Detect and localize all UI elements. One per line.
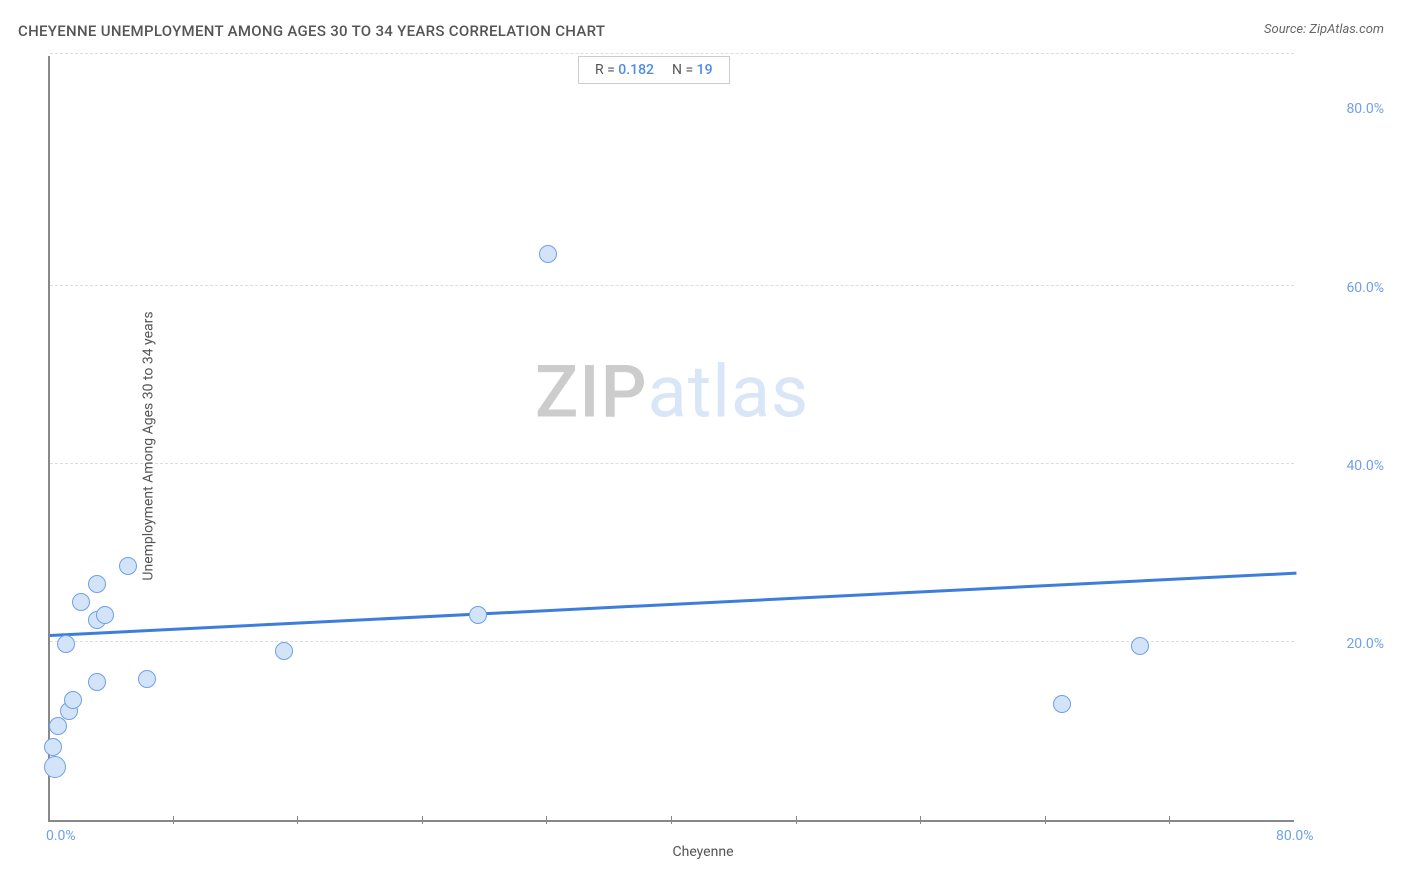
x-tick-label: 80.0% <box>1276 828 1314 844</box>
data-point <box>1053 695 1071 713</box>
stats-box: R = 0.182 N = 19 <box>578 56 730 84</box>
data-point <box>57 635 75 653</box>
x-tick-mark <box>1045 816 1046 824</box>
r-label: R = <box>595 62 618 78</box>
data-point <box>138 670 156 688</box>
gridline <box>50 641 1294 642</box>
y-axis-label: Unemployment Among Ages 30 to 34 years <box>141 311 157 580</box>
data-point <box>119 557 137 575</box>
gridline <box>50 463 1294 464</box>
chart-title: CHEYENNE UNEMPLOYMENT AMONG AGES 30 TO 3… <box>18 22 605 40</box>
r-value: 0.182 <box>618 62 654 78</box>
data-point <box>44 738 62 756</box>
x-tick-mark <box>173 816 174 824</box>
data-point <box>49 717 67 735</box>
trendline <box>50 572 1296 637</box>
data-point <box>469 606 487 624</box>
x-tick-mark <box>1169 816 1170 824</box>
y-tick-label: 20.0% <box>1346 636 1384 652</box>
correlation-chart: CHEYENNE UNEMPLOYMENT AMONG AGES 30 TO 3… <box>0 0 1406 892</box>
n-value: 19 <box>697 62 713 78</box>
data-point <box>539 245 557 263</box>
x-tick-mark <box>920 816 921 824</box>
plot-area: ZIPatlas <box>48 56 1294 822</box>
data-point <box>88 575 106 593</box>
gridline <box>50 53 1294 54</box>
n-label: N = <box>672 62 697 78</box>
watermark-zip: ZIP <box>535 350 648 435</box>
x-tick-mark <box>671 816 672 824</box>
x-tick-label: 0.0% <box>46 828 76 844</box>
y-tick-label: 80.0% <box>1346 101 1384 117</box>
source-attribution: Source: ZipAtlas.com <box>1264 22 1384 37</box>
gridline <box>50 285 1294 286</box>
y-tick-label: 60.0% <box>1346 280 1384 296</box>
data-point <box>44 756 66 778</box>
x-tick-mark <box>422 816 423 824</box>
x-tick-mark <box>297 816 298 824</box>
data-point <box>275 642 293 660</box>
data-point <box>72 593 90 611</box>
y-tick-label: 40.0% <box>1346 458 1384 474</box>
x-tick-mark <box>546 816 547 824</box>
data-point <box>1131 637 1149 655</box>
data-point <box>64 691 82 709</box>
data-point <box>96 606 114 624</box>
data-point <box>88 673 106 691</box>
watermark: ZIPatlas <box>535 350 809 435</box>
x-tick-mark <box>796 816 797 824</box>
x-axis-label: Cheyenne <box>672 844 733 860</box>
watermark-atlas: atlas <box>648 350 810 435</box>
